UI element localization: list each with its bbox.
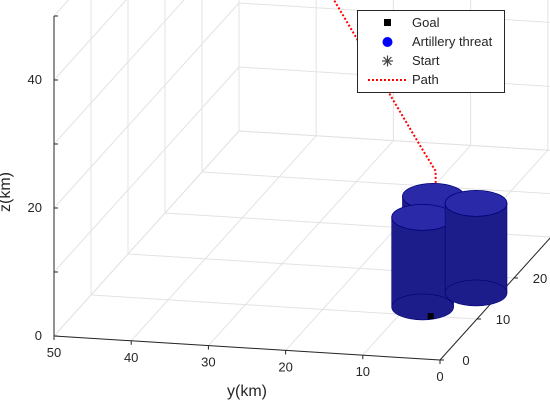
floor-grid-line bbox=[238, 130, 550, 151]
y-axis-title: y(km) bbox=[227, 383, 267, 400]
threat-top bbox=[444, 189, 508, 217]
threat-body bbox=[391, 217, 454, 308]
square-marker-icon bbox=[384, 19, 391, 26]
z-tick-label: 20 bbox=[28, 200, 42, 215]
z-tick-label: 0 bbox=[35, 328, 42, 343]
x-tick-label: 10 bbox=[496, 312, 510, 327]
left-wall-grid-line bbox=[53, 130, 240, 337]
y-axis-line bbox=[53, 335, 441, 361]
left-wall-grid-line bbox=[53, 66, 240, 273]
threat-base bbox=[444, 279, 508, 307]
z-tick-label: 40 bbox=[28, 72, 42, 87]
dotted-line-icon bbox=[368, 79, 408, 81]
artillery-threat-cylinder bbox=[444, 189, 508, 307]
z-axis-title: z(km) bbox=[0, 172, 14, 212]
legend-item-artillery-threat: Artillery threat bbox=[358, 33, 504, 51]
y-tick-label: 30 bbox=[201, 355, 215, 370]
threat-body bbox=[444, 203, 508, 294]
y-tick-label: 10 bbox=[356, 364, 370, 379]
y-tick-label: 50 bbox=[47, 345, 61, 360]
y-tick-label: 20 bbox=[278, 359, 292, 374]
floor-grid-line bbox=[130, 135, 317, 342]
x-tick-label: 20 bbox=[533, 271, 547, 286]
legend-label-start: Start bbox=[412, 53, 440, 68]
goal-marker bbox=[427, 313, 434, 320]
y-tick-label: 40 bbox=[124, 350, 138, 365]
asterisk-marker-icon bbox=[382, 55, 393, 67]
left-wall-grid-line bbox=[53, 0, 70, 17]
threat-base bbox=[391, 293, 454, 321]
threat-top bbox=[391, 203, 454, 231]
tick-labels: 010203040500102030405002040 bbox=[28, 72, 548, 384]
circle-marker-icon bbox=[382, 37, 393, 47]
floor-grid-line bbox=[208, 140, 394, 346]
floor-grid-line bbox=[285, 145, 471, 351]
axis-titles: x(km)y(km)z(km) bbox=[0, 172, 267, 400]
legend: Goal Artillery threat Start Pa bbox=[357, 10, 505, 93]
artillery-threat-cylinder bbox=[391, 203, 454, 321]
markers bbox=[427, 313, 434, 320]
legend-item-path: Path bbox=[358, 71, 504, 89]
axes bbox=[53, 15, 550, 364]
x-axis-line bbox=[439, 237, 550, 361]
legend-label-path: Path bbox=[412, 72, 439, 87]
legend-label-goal: Goal bbox=[412, 15, 440, 30]
left-wall-grid-line bbox=[53, 0, 127, 81]
floor-grid-line bbox=[201, 171, 550, 195]
legend-item-start: Start bbox=[358, 52, 504, 70]
y-tick-label: 0 bbox=[436, 369, 443, 384]
legend-item-goal: Goal bbox=[358, 14, 504, 32]
left-wall-grid-line bbox=[53, 2, 240, 209]
back-wall-grid-line bbox=[238, 130, 550, 151]
artillery-threats bbox=[391, 182, 508, 321]
left-wall-grid-line bbox=[53, 0, 185, 145]
legend-label-artillery-threat: Artillery threat bbox=[412, 34, 493, 49]
x-tick-label: 0 bbox=[462, 353, 469, 368]
